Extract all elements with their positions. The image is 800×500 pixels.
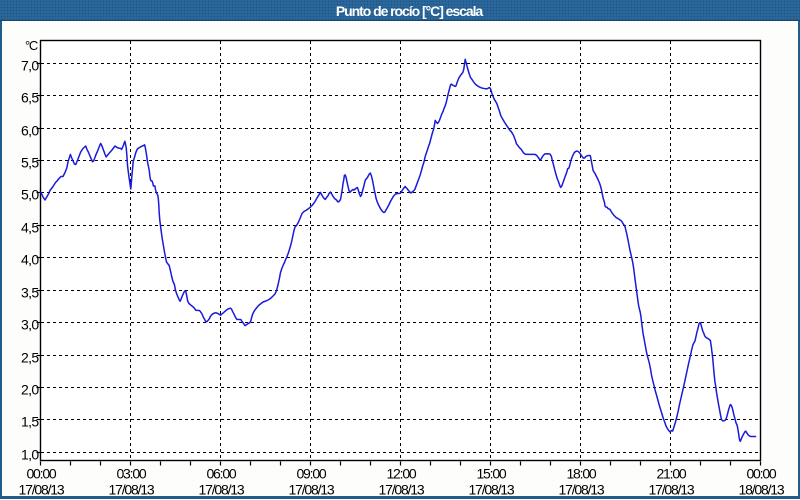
svg-text:2,5: 2,5 (21, 350, 39, 366)
svg-text:3,5: 3,5 (21, 285, 39, 301)
svg-text:06:00: 06:00 (206, 466, 236, 482)
svg-text:17/08/13: 17/08/13 (289, 482, 335, 498)
svg-text:15:00: 15:00 (476, 466, 506, 482)
svg-text:4,5: 4,5 (21, 220, 39, 236)
svg-text:00:00: 00:00 (746, 466, 776, 482)
svg-text:03:00: 03:00 (116, 466, 146, 482)
svg-text:00:00: 00:00 (26, 466, 56, 482)
svg-text:17/08/13: 17/08/13 (469, 482, 515, 498)
svg-text:2,0: 2,0 (21, 382, 39, 398)
svg-text:09:00: 09:00 (296, 466, 326, 482)
svg-text:17/08/13: 17/08/13 (559, 482, 605, 498)
svg-text:3,0: 3,0 (21, 317, 39, 333)
svg-text:7,0: 7,0 (21, 58, 39, 74)
svg-text:21:00: 21:00 (656, 466, 686, 482)
svg-text:5,0: 5,0 (21, 187, 39, 203)
svg-text:17/08/13: 17/08/13 (199, 482, 245, 498)
svg-text:17/08/13: 17/08/13 (109, 482, 155, 498)
svg-text:4,0: 4,0 (21, 252, 39, 268)
svg-text:6,5: 6,5 (21, 90, 39, 106)
svg-text:5,5: 5,5 (21, 155, 39, 171)
svg-text:12:00: 12:00 (386, 466, 416, 482)
svg-text:6,0: 6,0 (21, 123, 39, 139)
svg-text:17/08/13: 17/08/13 (649, 482, 695, 498)
svg-text:1,5: 1,5 (21, 414, 39, 430)
svg-text:18:00: 18:00 (566, 466, 596, 482)
svg-text:1,0: 1,0 (21, 447, 39, 463)
svg-text:17/08/13: 17/08/13 (379, 482, 425, 498)
svg-text:°C: °C (25, 38, 38, 53)
svg-text:17/08/13: 17/08/13 (19, 482, 65, 498)
svg-text:18/08/13: 18/08/13 (739, 482, 785, 498)
